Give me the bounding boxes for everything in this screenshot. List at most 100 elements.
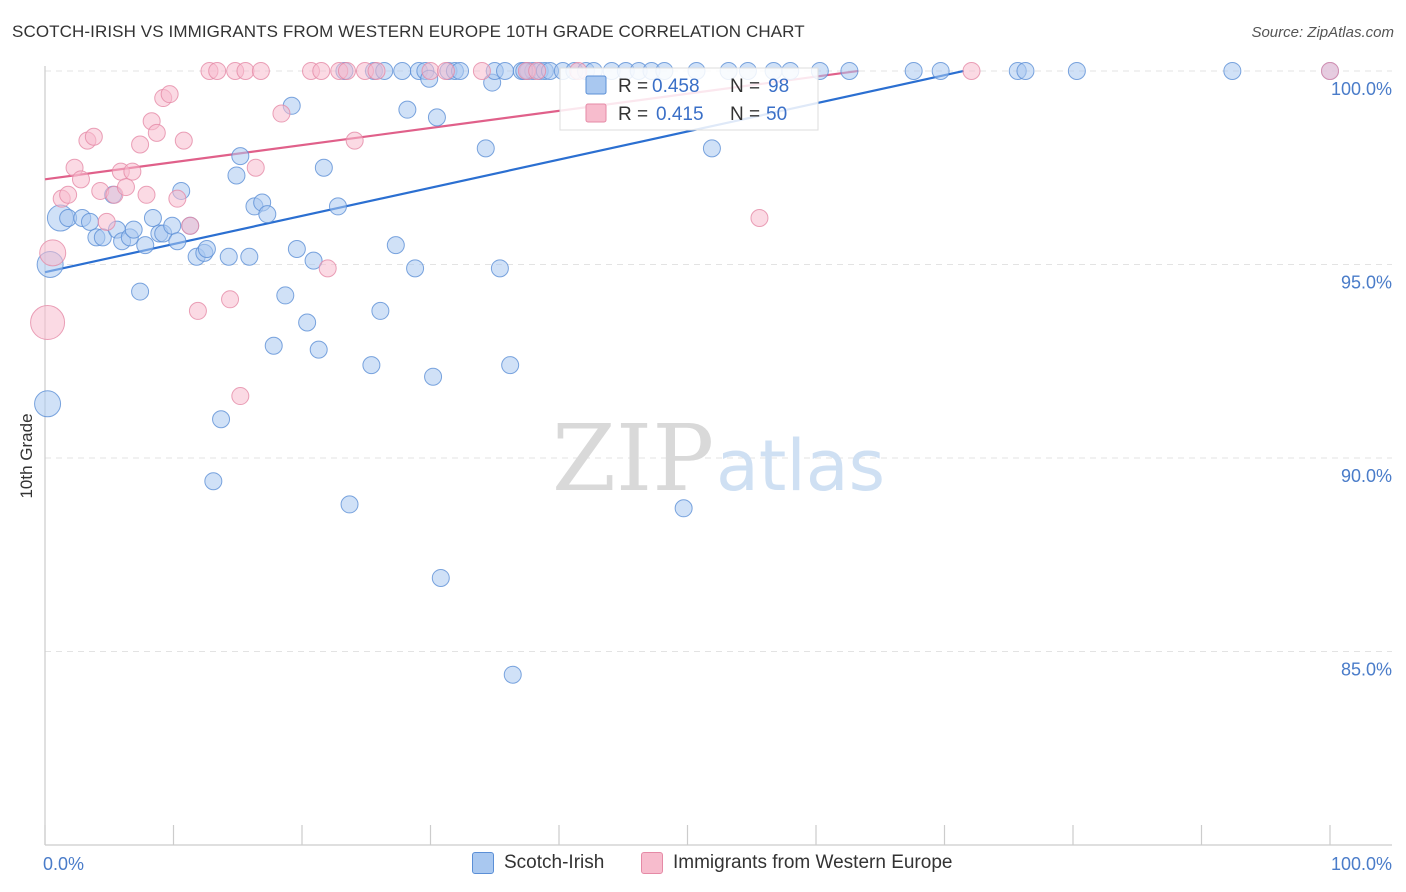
scotch-irish-point <box>931 61 950 80</box>
scotch-irish-point <box>258 205 277 224</box>
western-europe-point <box>750 209 769 228</box>
western-europe-point <box>30 305 66 341</box>
western-europe-point <box>174 131 193 150</box>
chart-title: SCOTCH-IRISH VS IMMIGRANTS FROM WESTERN … <box>12 22 805 41</box>
scotch-irish-point <box>298 313 317 332</box>
scotch-irish-point <box>264 336 283 355</box>
scotch-irish-point <box>131 282 150 301</box>
scotch-irish-point <box>227 166 246 185</box>
scotch-irish-point <box>240 247 259 266</box>
scotch-irish-point <box>371 301 390 320</box>
series-legend: Scotch-Irish Immigrants from Western Eur… <box>0 852 1406 878</box>
legend-r-label-1: R = <box>618 76 648 97</box>
scotch-irish-point <box>424 367 443 386</box>
western-europe-point <box>1321 61 1339 80</box>
scotch-irish-point <box>386 236 405 255</box>
scotch-irish-point <box>1223 61 1242 80</box>
legend-r-label-2: R = <box>618 104 648 125</box>
western-europe-point <box>367 61 386 80</box>
x-tick-label: 100.0% <box>1331 854 1392 874</box>
western-europe-point <box>84 127 103 146</box>
scotch-irish-point <box>702 139 721 158</box>
scotch-irish-point <box>431 568 450 587</box>
western-europe-point <box>123 162 142 181</box>
scotch-irish-point <box>840 61 859 80</box>
western-europe-point <box>236 61 255 80</box>
western-europe-point <box>71 170 90 189</box>
y-tick-label: 95.0% <box>1341 272 1392 292</box>
scotch-irish-point <box>168 232 187 251</box>
legend-n-value-1: 98 <box>768 76 789 97</box>
y-axis-title: 10th Grade <box>17 413 36 498</box>
western-europe-point <box>221 290 240 309</box>
western-europe-point <box>39 239 67 267</box>
legend-r-value-1: 0.458 <box>652 76 700 97</box>
western-europe-point <box>272 104 291 123</box>
scotch-irish-point <box>143 209 162 228</box>
scotch-irish-point <box>398 100 417 119</box>
legend-swatch-pink <box>641 852 663 874</box>
scotch-irish-point <box>904 61 923 80</box>
legend-n-value-2: 50 <box>766 104 787 125</box>
scotch-irish-point <box>476 139 495 158</box>
watermark-zip: ZIP <box>552 405 714 512</box>
scotch-irish-point <box>501 356 520 375</box>
western-europe-point <box>337 61 356 80</box>
scotch-irish-point <box>406 259 425 278</box>
scotch-irish-point <box>427 108 446 127</box>
western-europe-point <box>436 61 455 80</box>
western-europe-point <box>472 61 491 80</box>
western-europe-point <box>116 178 135 197</box>
western-europe-point <box>97 212 116 231</box>
scotch-irish-point <box>124 220 143 239</box>
scotch-irish-point <box>212 410 231 429</box>
scotch-irish-point <box>309 340 328 359</box>
legend-item-western-europe[interactable]: Immigrants from Western Europe <box>641 852 952 874</box>
western-europe-point <box>231 387 250 406</box>
western-europe-point <box>318 259 337 278</box>
scotch-irish-point <box>362 356 381 375</box>
western-europe-point <box>181 216 200 235</box>
scotch-irish-point <box>231 147 250 166</box>
y-tick-label: 90.0% <box>1341 466 1392 486</box>
legend-swatch-western-europe <box>585 103 607 123</box>
legend-n-label-2: N = <box>730 104 760 125</box>
legend-label-western-europe: Immigrants from Western Europe <box>673 852 953 873</box>
y-tick-label: 100.0% <box>1331 79 1392 99</box>
scotch-irish-point <box>136 236 155 255</box>
western-europe-point <box>962 61 981 80</box>
scotch-irish-point <box>503 665 522 684</box>
western-europe-point <box>147 123 166 142</box>
western-europe-point <box>312 61 331 80</box>
scotch-irish-point <box>490 259 509 278</box>
western-europe-point <box>208 61 227 80</box>
source-credit: Source: ZipAtlas.com <box>1251 24 1394 41</box>
scotch-irish-point <box>393 61 412 80</box>
western-europe-point <box>137 185 156 204</box>
western-europe-point <box>246 158 265 177</box>
western-europe-point <box>528 61 547 80</box>
watermark: ZIP atlas <box>552 405 885 512</box>
scotch-irish-point <box>197 239 216 258</box>
y-tick-label: 85.0% <box>1341 659 1392 679</box>
scotch-irish-point <box>34 390 62 418</box>
scotch-irish-point <box>163 216 182 235</box>
scotch-irish-point <box>80 212 99 231</box>
western-europe-point <box>168 189 187 208</box>
legend-swatch-blue <box>472 852 494 874</box>
western-europe-point <box>345 131 364 150</box>
scotch-irish-point <box>340 495 359 514</box>
western-europe-point <box>59 185 78 204</box>
legend-swatch-scotch-irish <box>585 75 607 95</box>
scotch-irish-point <box>219 247 238 266</box>
legend-item-scotch-irish[interactable]: Scotch-Irish <box>472 852 604 874</box>
scotch-irish-point <box>496 61 515 80</box>
legend-n-label-1: N = <box>730 76 760 97</box>
scotch-irish-point <box>1067 61 1086 80</box>
scotch-irish-point <box>276 286 295 305</box>
stats-legend: R = 0.458 N = 98 R = 0.415 N = 50 <box>559 67 819 131</box>
axes: 85.0% 90.0% 95.0% 100.0% 0.0% 100.0% <box>43 66 1392 874</box>
western-europe-point <box>160 85 179 104</box>
scotch-irish-point <box>328 197 347 216</box>
